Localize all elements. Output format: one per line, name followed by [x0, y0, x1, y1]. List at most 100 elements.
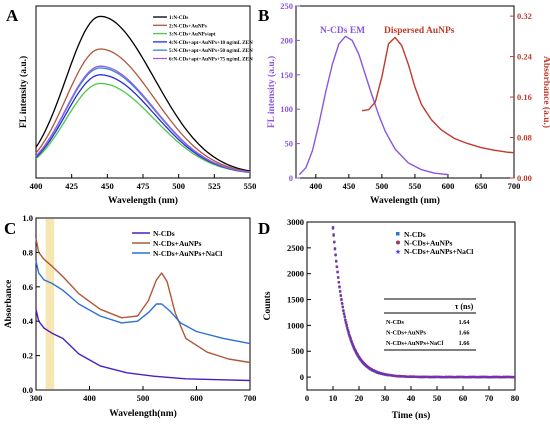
c-xtick-label: 300	[30, 393, 43, 403]
c-ytick-label: 0.0	[22, 385, 33, 395]
c-ytick-label: 0.8	[22, 247, 33, 257]
d-point	[341, 302, 343, 305]
d-point	[391, 374, 394, 377]
d-point	[409, 375, 411, 378]
d-point	[479, 376, 482, 378]
panel-b: B 400 450 500 550 600 650 700 0 50 100 150 200 250 0.…	[258, 1, 550, 206]
d-point	[346, 326, 349, 329]
d-point	[336, 266, 338, 269]
panel-c: C 300 400 500 600 700 0.0 0.2 0.4 0.6 0.8 1.0 N-CD…	[4, 213, 256, 419]
d-point	[336, 271, 339, 274]
d-point	[423, 375, 425, 378]
c-legend-label: N-CDs+AuNPs+NaCl	[153, 249, 222, 258]
d-point	[496, 376, 499, 379]
d-point	[385, 373, 388, 376]
panel-a: A 400 425 450 475 500 525 550 1:N-CDs 2:N-CDs+A…	[6, 5, 256, 206]
d-point	[465, 375, 468, 378]
d-point	[416, 376, 419, 378]
d-point	[440, 376, 443, 379]
d-point	[407, 375, 410, 378]
d-point	[348, 333, 351, 336]
a-xtick-label: 400	[30, 181, 43, 191]
b-series-line	[361, 36, 515, 154]
panel-label-a: A	[6, 6, 19, 25]
d-point	[415, 376, 418, 378]
d-point	[504, 376, 507, 378]
d-point	[334, 254, 337, 257]
d-point	[345, 321, 347, 324]
c-legend-label: N-CDs	[153, 229, 175, 238]
b-series-line	[298, 35, 448, 176]
c-highlight-band	[45, 219, 55, 389]
b-ytick-right-label: 0.32	[517, 11, 532, 21]
d-xtick-label: 50	[433, 393, 442, 403]
d-point	[493, 376, 496, 378]
a-series-line	[35, 82, 251, 174]
b-xtick-label: 400	[309, 181, 322, 191]
a-xtick-label: 425	[65, 181, 78, 191]
d-point	[418, 375, 421, 378]
d-point	[341, 306, 344, 308]
c-ytick-label: 0.4	[22, 316, 33, 326]
d-point	[501, 375, 503, 378]
d-xtick-label: 80	[511, 393, 520, 403]
b-xtick-label: 600	[442, 181, 455, 191]
d-point	[473, 376, 475, 379]
d-point	[471, 376, 474, 378]
d-point	[437, 376, 439, 378]
c-series-line	[35, 309, 251, 382]
d-point	[510, 376, 513, 379]
d-point	[488, 375, 491, 378]
d-point	[512, 375, 514, 378]
d-point	[446, 376, 449, 378]
a-legend-label: 2:N-CDs+AuNPs	[169, 23, 207, 29]
d-point	[427, 376, 430, 379]
c-ytick-label: 0.2	[22, 351, 33, 361]
d-point	[468, 376, 471, 378]
d-point	[441, 375, 444, 378]
c-xtick-label: 500	[137, 393, 150, 403]
d-point	[384, 373, 386, 376]
d-point	[482, 376, 485, 378]
panel-b-xlabel: Wavelength (nm)	[370, 195, 440, 206]
panel-label-d: D	[258, 219, 270, 238]
d-legend-label: N-CDs+AuNPs	[404, 239, 453, 248]
d-xtick-label: 0	[305, 393, 309, 403]
b-ytick-label: 250	[280, 1, 293, 11]
c-ytick-label: 1.0	[22, 213, 33, 223]
d-point	[343, 312, 345, 315]
d-point	[480, 376, 483, 378]
d-table-row-value: 1.66	[459, 340, 470, 347]
a-legend-label: 3:N-CDs+AuNPs/apt	[169, 32, 216, 38]
d-point	[399, 375, 402, 378]
panel-d-ylabel: Counts	[263, 291, 273, 320]
d-point	[387, 373, 390, 376]
d-point	[460, 376, 463, 379]
d-point	[458, 376, 461, 378]
d-xtick-label: 60	[459, 393, 468, 403]
a-xtick-label: 475	[137, 181, 150, 191]
b-ytick-right-label: 0.00	[517, 173, 532, 183]
d-table-header: τ (ns)	[455, 302, 474, 311]
d-point	[332, 228, 334, 230]
annotation-dispersed-aunps: Dispersed AuNPs	[384, 26, 455, 36]
d-ytick-label: 3000	[287, 217, 304, 227]
d-point	[474, 376, 477, 379]
d-point	[343, 315, 346, 318]
b-xtick-label: 700	[508, 181, 521, 191]
panel-b-ylabel-right: Absorbance (a.u.)	[541, 56, 550, 128]
b-ytick-label: 100	[280, 104, 293, 114]
panel-a-ylabel: FL intensity (a.u.)	[18, 56, 29, 128]
panel-d: D 0 10 20 30 40 50 60 70 80 0 500 1000 1500 2000 2500 3…	[258, 217, 519, 421]
d-ytick-label: 2000	[287, 269, 304, 279]
panel-a-xlabel: Wavelength (nm)	[108, 195, 178, 206]
d-point	[340, 298, 343, 301]
d-point	[483, 376, 486, 379]
d-ytick-label: 2500	[287, 243, 304, 253]
d-xtick-label: 30	[381, 393, 390, 403]
d-point	[339, 290, 342, 293]
b-ytick-right-label: 0.08	[517, 133, 532, 143]
d-table-row-label: N-CDs+AuNPs+NaCl	[386, 340, 444, 347]
d-point	[429, 376, 432, 379]
b-ytick-right-label: 0.24	[517, 52, 533, 62]
